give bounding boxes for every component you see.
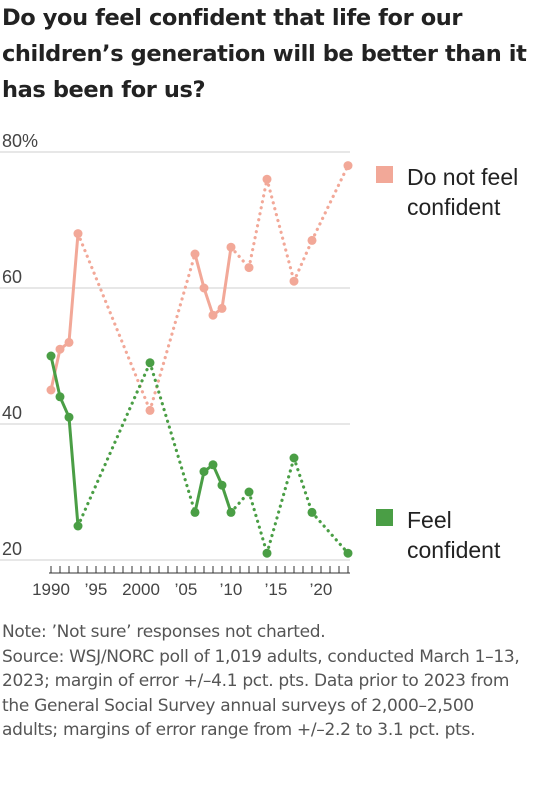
not-confident-line-segment bbox=[229, 245, 251, 270]
legend-confident-label: confident bbox=[407, 537, 501, 563]
confident-point bbox=[289, 453, 299, 463]
not-confident-point bbox=[145, 405, 155, 415]
legend-not-confident-swatch bbox=[376, 166, 393, 183]
confident-line-segment bbox=[310, 510, 350, 555]
not-confident-line-segment bbox=[292, 238, 314, 283]
confident-point bbox=[208, 460, 218, 470]
x-tick-label: 1990 bbox=[32, 580, 70, 599]
confident-line-segment bbox=[76, 361, 152, 528]
not-confident-point bbox=[289, 276, 299, 286]
not-confident-line-segment bbox=[67, 232, 80, 344]
note-text: Note: ’Not sure’ responses not charted. bbox=[2, 622, 326, 642]
y-tick-label: 40 bbox=[2, 403, 22, 423]
not-confident-point bbox=[226, 242, 236, 252]
legend-not-confident-label: confident bbox=[407, 194, 501, 220]
confident-line-segment bbox=[67, 415, 80, 528]
confident-point bbox=[217, 480, 227, 490]
x-axis: 1990 ’95 2000 ’05 ’10 ’15 ’20 bbox=[32, 566, 350, 599]
confident-point bbox=[73, 521, 83, 531]
not-confident-line-segment bbox=[76, 232, 152, 412]
confident-point bbox=[145, 358, 155, 368]
y-tick-label: 20 bbox=[2, 539, 22, 559]
confident-point bbox=[199, 467, 209, 477]
x-tick-label: ’05 bbox=[175, 580, 198, 599]
confident-line-segment bbox=[247, 490, 269, 555]
not-confident-point bbox=[73, 229, 83, 239]
x-tick-label: ’10 bbox=[220, 580, 243, 599]
legend-not-confident-label: Do not feel bbox=[407, 164, 518, 190]
chart-title: Do you feel confident that life for our … bbox=[2, 5, 527, 103]
not-confident-line-segment bbox=[202, 286, 215, 317]
confident-point bbox=[190, 507, 200, 517]
confident-point bbox=[244, 487, 254, 497]
not-confident-point bbox=[199, 283, 209, 293]
source-text: Source: WSJ/NORC poll of 1,019 adults, c… bbox=[2, 646, 520, 741]
legend: Do not feel confident Feel confident bbox=[376, 164, 518, 563]
not-confident-line-segment bbox=[265, 177, 296, 283]
confident-line-segment bbox=[292, 456, 314, 515]
x-tick-label: ’20 bbox=[310, 580, 333, 599]
not-confident-line-segment bbox=[193, 252, 206, 290]
legend-confident-label: Feel bbox=[407, 507, 452, 533]
confident-line-segment bbox=[229, 490, 251, 515]
confident-point bbox=[262, 548, 272, 558]
x-tick-label: ’95 bbox=[85, 580, 108, 599]
legend-confident-swatch bbox=[376, 509, 393, 526]
not-confident-point bbox=[208, 310, 218, 320]
not-confident-point bbox=[307, 235, 317, 245]
x-tick-label: ’15 bbox=[265, 580, 288, 599]
not-confident-point bbox=[343, 161, 353, 171]
chart-notes: Note: ’Not sure’ responses not charted. … bbox=[2, 620, 532, 743]
line-chart: 80% 60 40 20 1990 ’95 2000 ’05 ’10 ’15 ’20 Do not… bbox=[0, 131, 518, 599]
not-confident-point bbox=[262, 174, 272, 184]
confident-point bbox=[226, 507, 236, 517]
gridlines bbox=[0, 151, 350, 561]
series-points bbox=[46, 161, 353, 558]
not-confident-point bbox=[64, 337, 74, 347]
not-confident-line-segment bbox=[247, 177, 269, 270]
confident-line-segment bbox=[193, 470, 206, 514]
not-confident-line-segment bbox=[220, 245, 233, 310]
y-tick-label: 60 bbox=[2, 267, 22, 287]
y-axis-labels: 80% 60 40 20 bbox=[2, 131, 38, 559]
not-confident-point bbox=[46, 385, 56, 395]
confident-line-segment bbox=[148, 361, 197, 515]
confident-point bbox=[307, 507, 317, 517]
not-confident-line-segment bbox=[310, 164, 350, 242]
confident-point bbox=[343, 548, 353, 558]
series-lines bbox=[49, 164, 350, 555]
not-confident-point bbox=[55, 344, 65, 354]
confident-line-segment bbox=[265, 456, 296, 555]
confident-point bbox=[46, 351, 56, 361]
not-confident-point bbox=[217, 303, 227, 313]
confident-line-segment bbox=[49, 354, 62, 399]
not-confident-point bbox=[244, 263, 254, 273]
confident-point bbox=[64, 412, 74, 422]
confident-point bbox=[55, 392, 65, 402]
x-tick-label: 2000 bbox=[122, 580, 160, 599]
not-confident-line-segment bbox=[148, 252, 197, 412]
confident-line-segment bbox=[220, 483, 233, 514]
not-confident-point bbox=[190, 249, 200, 259]
y-tick-label: 80% bbox=[2, 131, 38, 151]
